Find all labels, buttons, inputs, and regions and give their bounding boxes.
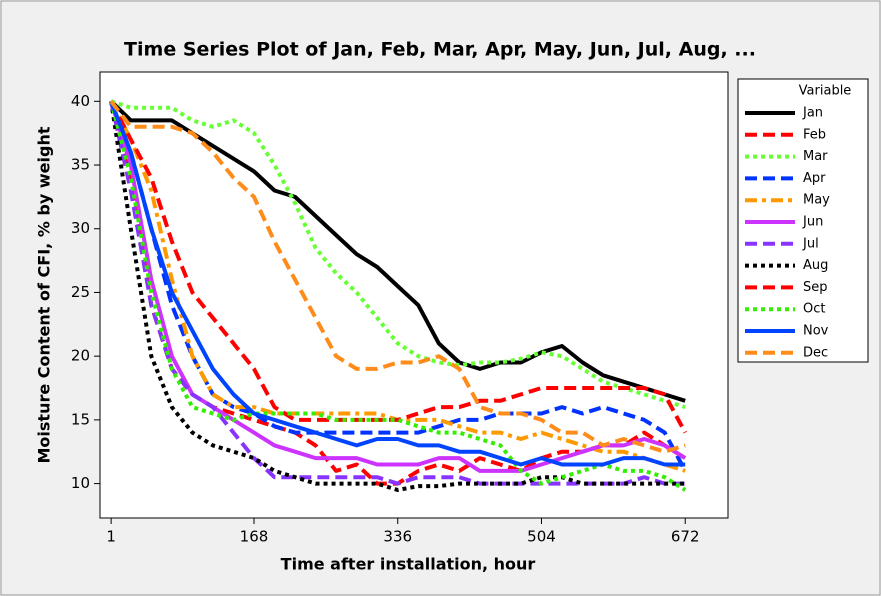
legend-label: Nov xyxy=(803,324,829,339)
plot-area xyxy=(99,71,729,519)
y-tick-label: 30 xyxy=(71,219,90,237)
series-line xyxy=(109,100,686,492)
x-tick-label: 672 xyxy=(671,528,700,546)
series-line xyxy=(109,100,687,434)
x-tick-label: 336 xyxy=(383,528,412,546)
x-tick-label: 1 xyxy=(106,528,116,546)
legend-label: Jun xyxy=(802,215,823,230)
legend-label: Apr xyxy=(803,171,826,186)
legend-label: May xyxy=(803,193,830,208)
series-line xyxy=(109,100,686,467)
chart-title: Time Series Plot of Jan, Feb, Mar, Apr, … xyxy=(124,39,756,61)
legend-label: Dec xyxy=(803,345,828,360)
x-tick-label: 504 xyxy=(527,528,556,546)
y-tick-label: 20 xyxy=(71,347,90,365)
legend-title: Variable xyxy=(799,84,852,99)
x-axis-label: Time after installation, hour xyxy=(281,555,536,574)
y-tick-label: 25 xyxy=(71,283,90,301)
series-line xyxy=(109,100,687,473)
y-tick-label: 40 xyxy=(71,92,90,110)
series-line xyxy=(109,100,686,486)
y-tick-label: 35 xyxy=(71,156,90,174)
series-line xyxy=(110,99,686,410)
legend-label: Feb xyxy=(803,127,826,142)
y-tick-label: 10 xyxy=(71,474,90,492)
x-tick-label: 168 xyxy=(240,528,269,546)
series-line xyxy=(109,100,686,454)
series-line xyxy=(109,99,686,403)
legend-label: Jan xyxy=(802,106,823,121)
legend-label: Jul xyxy=(802,236,819,251)
legend-label: Aug xyxy=(803,258,828,273)
legend-label: Sep xyxy=(803,280,828,295)
y-tick-label: 15 xyxy=(71,410,90,428)
legend-label: Mar xyxy=(803,149,828,164)
legend-label: Oct xyxy=(803,302,825,317)
y-axis-label: Moisture Content of CFI, % by weight xyxy=(35,126,54,463)
